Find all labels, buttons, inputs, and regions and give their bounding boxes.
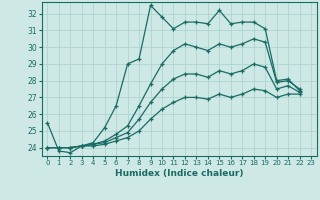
X-axis label: Humidex (Indice chaleur): Humidex (Indice chaleur) (115, 169, 244, 178)
